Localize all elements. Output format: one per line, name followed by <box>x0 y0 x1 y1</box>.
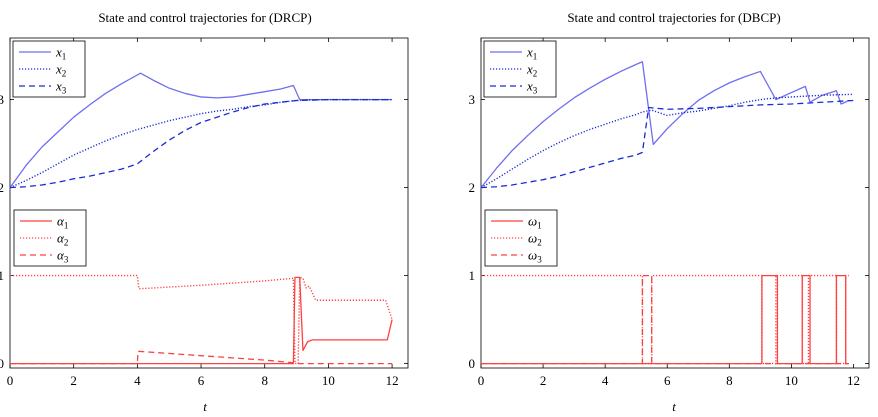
legend-label-symbol: x <box>55 62 62 77</box>
chart-drcp: State and control trajectories for (DRCP… <box>0 10 409 414</box>
series-line-ω2 <box>481 274 849 365</box>
legend-label-subscript: 1 <box>62 52 67 62</box>
legend-label-subscript: 2 <box>64 238 69 248</box>
x-tick-label: 2 <box>70 373 77 388</box>
series-line-ω1 <box>481 274 849 365</box>
legend-label-symbol: ω <box>528 231 537 246</box>
series-group <box>480 61 854 365</box>
x-tick-label: 4 <box>134 373 141 388</box>
legend-label-subscript: 3 <box>533 86 538 96</box>
chart-title: State and control trajectories for (DBCP… <box>567 10 780 25</box>
series-line-x1 <box>9 72 393 188</box>
legend-label: x2 <box>55 62 66 79</box>
x-tick-label: 10 <box>322 373 335 388</box>
legend-label-subscript: 2 <box>62 69 67 79</box>
y-tick-label: 3 <box>469 92 476 107</box>
legend-label-subscript: 3 <box>62 86 67 96</box>
legend-label-subscript: 2 <box>537 238 542 248</box>
series-line-x3 <box>480 99 854 189</box>
plot-frame <box>480 37 870 369</box>
legend-label: x1 <box>526 45 537 62</box>
legend-label-subscript: 1 <box>64 221 69 231</box>
series-line-α2 <box>10 274 393 365</box>
y-tick-label: 2 <box>469 180 476 195</box>
legend-label-symbol: α <box>57 214 65 229</box>
legend-label-symbol: x <box>526 79 533 94</box>
series-line-α3 <box>10 350 393 365</box>
chart-title: State and control trajectories for (DRCP… <box>98 10 311 25</box>
x-tick-label: 4 <box>602 373 609 388</box>
series-line-x2 <box>9 98 393 189</box>
y-tick-label: 3 <box>0 92 4 107</box>
legend-label: x2 <box>526 62 537 79</box>
legend-label-symbol: x <box>55 79 62 94</box>
x-tick-label: 2 <box>540 373 547 388</box>
legend-label: x3 <box>55 79 67 96</box>
chart-dbcp: State and control trajectories for (DBCP… <box>469 10 870 414</box>
legend-label-symbol: ω <box>528 214 537 229</box>
legend-label: α2 <box>57 231 68 248</box>
legend-label-symbol: α <box>57 231 65 246</box>
x-tick-label: 6 <box>198 373 205 388</box>
legend-label: ω1 <box>528 214 542 231</box>
y-tick-label: 2 <box>0 180 4 195</box>
legend-label-subscript: 3 <box>64 255 69 265</box>
x-axis-label: t <box>672 399 676 414</box>
x-tick-label: 6 <box>664 373 671 388</box>
y-tick-label: 0 <box>0 356 4 371</box>
legend-label-subscript: 2 <box>533 69 538 79</box>
legend-label-symbol: x <box>55 45 62 60</box>
legend-label: ω2 <box>528 231 542 248</box>
x-tick-label: 10 <box>785 373 798 388</box>
series-group <box>9 72 393 365</box>
x-axis-label: t <box>203 399 207 414</box>
legend-label-symbol: x <box>526 62 533 77</box>
legend-label: α3 <box>57 248 69 265</box>
x-tick-label: 0 <box>7 373 14 388</box>
series-line-x1 <box>480 61 848 189</box>
x-tick-label: 12 <box>847 373 860 388</box>
legend-label-symbol: α <box>57 248 65 263</box>
y-tick-label: 1 <box>469 268 476 283</box>
series-line-x3 <box>9 98 393 189</box>
legend-label: x3 <box>526 79 538 96</box>
legend-label-symbol: ω <box>528 248 537 263</box>
plot-frame <box>9 37 409 369</box>
series-line-x2 <box>480 93 854 189</box>
y-tick-label: 1 <box>0 268 4 283</box>
legend-label: x1 <box>55 45 66 62</box>
x-tick-label: 8 <box>726 373 733 388</box>
series-line-α1 <box>10 276 393 365</box>
legend-label-symbol: x <box>526 45 533 60</box>
y-tick-label: 0 <box>469 356 476 371</box>
x-tick-label: 8 <box>261 373 268 388</box>
legend-label-subscript: 1 <box>537 221 542 231</box>
x-tick-label: 12 <box>386 373 399 388</box>
legend-label: ω3 <box>528 248 542 265</box>
series-line-ω3 <box>481 274 849 365</box>
legend-label-subscript: 3 <box>537 255 542 265</box>
legend-label-subscript: 1 <box>533 52 538 62</box>
legend-label: α1 <box>57 214 68 231</box>
x-tick-label: 0 <box>478 373 485 388</box>
